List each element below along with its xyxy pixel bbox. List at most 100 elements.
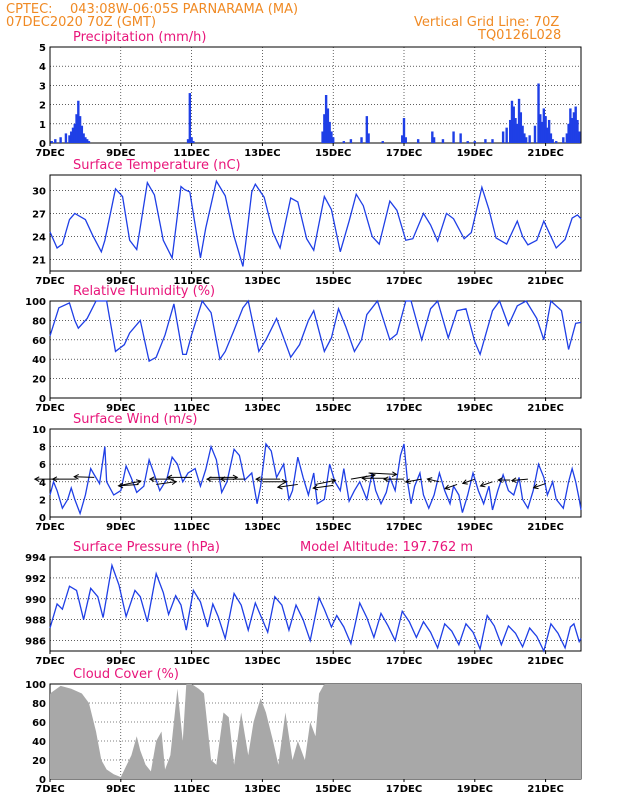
precip-bar (50, 141, 53, 143)
precip-bar (544, 116, 547, 143)
press-xtick-label: 11DEC (173, 656, 209, 667)
wind-vector-head (205, 476, 212, 482)
cloud-xtick-label: 13DEC (244, 784, 280, 795)
rh-ytick-label: 0 (39, 394, 46, 405)
temp-xtick-label: 17DEC (386, 276, 422, 287)
cloud-ytick-label: 80 (32, 699, 46, 710)
wind-vector-head (255, 476, 261, 482)
precip-panel: 0 1 2 3 4 5 7DEC 9DEC 11DEC 13DEC 15DEC 17DEC 19DEC 2… (35, 30, 582, 159)
precip-xtick-label: 13DEC (244, 148, 280, 159)
cloud-ytick-label: 60 (32, 718, 46, 729)
rh-xtick-label: 17DEC (386, 403, 422, 414)
precip-ytick-label: 2 (39, 101, 46, 112)
precip-bar (521, 125, 524, 143)
rh-ytick-label: 40 (32, 355, 46, 366)
precip-bar (349, 139, 353, 143)
cloud-xtick-label: 21DEC (527, 784, 563, 795)
precip-bar (324, 95, 328, 143)
precip-bar (533, 125, 537, 143)
cloud-xtick-label: 19DEC (457, 784, 493, 795)
precip-bar (54, 139, 57, 143)
rh-xtick-label: 7DEC (35, 403, 64, 414)
wind-series-line (49, 442, 582, 516)
precip-bar (509, 119, 512, 143)
precip-bar (441, 139, 445, 143)
cloud-xtick-label: 7DEC (35, 784, 64, 795)
wind-vector-head (171, 479, 178, 486)
wind-vector-head (510, 477, 517, 484)
press-xtick-label: 21DEC (527, 656, 563, 667)
precip-bar (547, 119, 551, 143)
wind-vector-head (117, 482, 124, 489)
precip-bar (574, 106, 577, 143)
temp-title: Surface Temperature (nC) (73, 158, 241, 173)
cloud-xtick-label: 11DEC (173, 784, 209, 795)
cloud-ytick-label: 0 (39, 775, 46, 786)
precip-bar (501, 131, 505, 143)
wind-vector (427, 478, 440, 483)
wind-vector-head (51, 476, 58, 482)
precip-bar (432, 137, 436, 143)
temp-series-line (49, 179, 582, 267)
precip-xtick-label: 19DEC (457, 148, 493, 159)
precip-bar (505, 127, 508, 143)
header-run: 07DEC2020 70Z (GMT) (6, 15, 156, 30)
header-location: 043:08W-06:05S PARNARAMA (MA) (70, 2, 298, 17)
precip-bar (555, 141, 558, 143)
press-ytick-label: 992 (25, 574, 46, 585)
press-ytick-label: 986 (25, 637, 46, 648)
wind-vector (368, 472, 397, 475)
wind-vector-head (148, 476, 155, 482)
wind-vector (350, 474, 375, 480)
cloud-xtick-label: 17DEC (386, 784, 422, 795)
header-source: CPTEC: (6, 2, 53, 17)
precip-bar (537, 83, 540, 143)
rh-xtick-label: 9DEC (106, 403, 135, 414)
precip-bar (539, 114, 542, 143)
precip-bar (546, 127, 549, 143)
precip-bar (342, 141, 346, 143)
wind-vector (315, 479, 336, 485)
precip-bar (569, 108, 572, 143)
precip-title: Precipitation (mm/h) (73, 30, 206, 45)
precip-bar (186, 139, 190, 143)
precip-bar (84, 137, 87, 143)
precip-bar (431, 131, 434, 143)
rh-xtick-label: 19DEC (457, 403, 493, 414)
precip-bar (524, 137, 528, 143)
wind-vector-head (391, 471, 398, 478)
wind-vector-head (219, 476, 226, 482)
precip-xtick-label: 15DEC (315, 148, 351, 159)
precip-bar (188, 93, 192, 143)
precip-bar (68, 135, 71, 143)
precip-bar (80, 125, 84, 143)
precip-bar (328, 121, 331, 143)
precip-bar (516, 123, 519, 143)
cloud-ytick-label: 40 (32, 737, 46, 748)
press-ytick-label: 990 (25, 595, 46, 606)
model-altitude-label: Model Altitude: 197.762 m (300, 540, 473, 555)
wind-vector-head (382, 476, 389, 482)
precip-bar (82, 133, 85, 143)
precip-ytick-label: 4 (39, 62, 46, 73)
cloud-ytick-label: 100 (25, 680, 46, 691)
wind-vector (405, 478, 422, 483)
precip-bar (402, 118, 406, 143)
precip-bar (512, 106, 515, 143)
rh-xtick-label: 21DEC (527, 403, 563, 414)
precip-bar (572, 112, 576, 143)
precip-bar (514, 118, 517, 143)
wind-title: Surface Wind (m/s) (73, 412, 197, 427)
precip-bar (540, 121, 544, 143)
wind-xtick-label: 9DEC (106, 522, 135, 533)
header-grid-line: Vertical Grid Line: 70Z (414, 15, 559, 30)
wind-xtick-label: 7DEC (35, 522, 64, 533)
precip-bar (491, 139, 494, 143)
press-xtick-label: 19DEC (457, 656, 493, 667)
precip-bar (517, 98, 521, 143)
precip-bar (321, 131, 324, 143)
precip-bar (578, 131, 581, 143)
wind-ytick-label: 8 (39, 443, 46, 454)
rh-ytick-label: 80 (32, 316, 46, 327)
temp-xtick-label: 11DEC (173, 276, 209, 287)
